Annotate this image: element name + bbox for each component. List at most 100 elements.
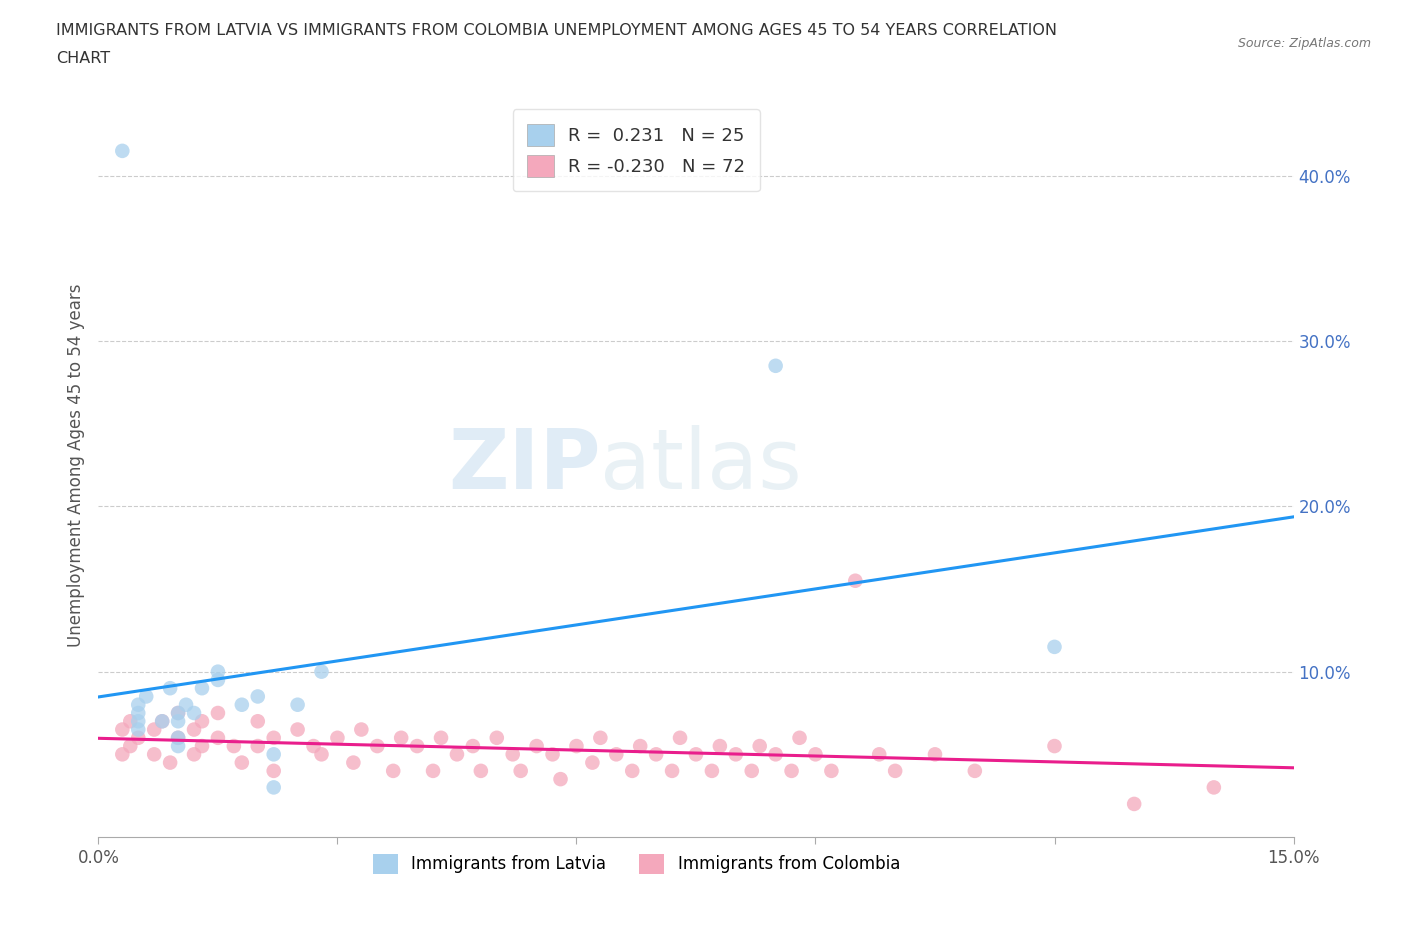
Point [485,730,508,745]
Point [446,747,468,762]
Point [430,730,453,745]
Legend: Immigrants from Latvia, Immigrants from Colombia: Immigrants from Latvia, Immigrants from … [366,847,907,881]
Point [1202,780,1225,795]
Text: CHART: CHART [56,51,110,66]
Point [207,664,229,679]
Point [167,730,190,745]
Point [111,747,134,762]
Point [120,714,142,729]
Point [167,706,190,721]
Point [765,747,787,762]
Point [621,764,644,778]
Point [724,747,747,762]
Point [127,722,149,737]
Point [143,747,166,762]
Point [263,747,285,762]
Point [159,681,181,696]
Point [311,664,333,679]
Text: ZIP: ZIP [449,424,600,506]
Point [389,730,412,745]
Point [263,730,285,745]
Point [207,672,229,687]
Point [669,730,692,745]
Point [174,698,197,712]
Point [382,764,405,778]
Point [350,722,373,737]
Point [700,764,723,778]
Point [884,764,907,778]
Point [167,730,190,745]
Point [127,730,149,745]
Point [287,722,309,737]
Point [422,764,444,778]
Point [789,730,811,745]
Point [183,747,205,762]
Point [127,698,149,712]
Point [246,689,269,704]
Point [207,706,229,721]
Point [143,722,166,737]
Y-axis label: Unemployment Among Ages 45 to 54 years: Unemployment Among Ages 45 to 54 years [66,284,84,646]
Point [222,738,245,753]
Point [541,747,564,762]
Point [470,764,492,778]
Point [111,143,134,158]
Point [868,747,890,762]
Point [191,738,214,753]
Point [150,714,173,729]
Point [342,755,364,770]
Point [709,738,731,753]
Point [183,722,205,737]
Text: Source: ZipAtlas.com: Source: ZipAtlas.com [1237,37,1371,50]
Point [1043,738,1066,753]
Point [167,738,190,753]
Point [661,764,683,778]
Point [1043,640,1066,655]
Point [231,755,253,770]
Point [246,714,269,729]
Point [135,689,157,704]
Point [645,747,668,762]
Point [246,738,269,753]
Point [127,706,149,721]
Point [111,722,134,737]
Point [628,738,651,753]
Point [685,747,707,762]
Point [167,714,190,729]
Point [550,772,572,787]
Point [167,706,190,721]
Point [326,730,349,745]
Point [231,698,253,712]
Point [765,358,787,373]
Point [183,706,205,721]
Point [263,764,285,778]
Point [581,755,603,770]
Text: IMMIGRANTS FROM LATVIA VS IMMIGRANTS FROM COLOMBIA UNEMPLOYMENT AMONG AGES 45 TO: IMMIGRANTS FROM LATVIA VS IMMIGRANTS FRO… [56,23,1057,38]
Point [287,698,309,712]
Point [159,755,181,770]
Point [820,764,842,778]
Point [565,738,588,753]
Point [509,764,531,778]
Point [191,714,214,729]
Point [263,780,285,795]
Point [804,747,827,762]
Point [741,764,763,778]
Point [748,738,770,753]
Point [150,714,173,729]
Point [127,714,149,729]
Point [311,747,333,762]
Point [207,730,229,745]
Point [302,738,325,753]
Point [1123,796,1146,811]
Point [924,747,946,762]
Point [191,681,214,696]
Point [406,738,429,753]
Point [605,747,627,762]
Point [526,738,548,753]
Point [120,738,142,753]
Point [589,730,612,745]
Point [502,747,524,762]
Point [780,764,803,778]
Point [844,573,866,588]
